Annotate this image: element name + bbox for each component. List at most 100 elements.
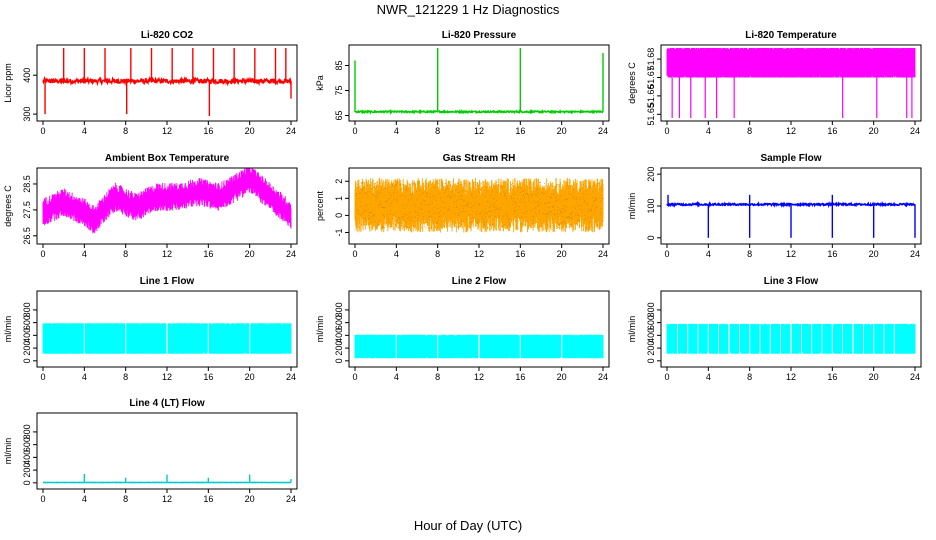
y-axis-label-1: kPa [315,75,325,91]
x-tick-label-1-2: 8 [435,126,440,136]
series-4 [354,177,604,233]
x-tick-label-6-5: 20 [245,372,255,382]
y-tick-label-9-4: 800 [22,424,32,439]
x-tick-label-8-3: 12 [786,372,796,382]
y-axis-label-3: degrees C [3,185,13,227]
y-tick-label-7-0: 0 [334,358,344,363]
x-tick-label-9-4: 16 [203,494,213,504]
y-tick-label-0-0: 300 [22,107,32,122]
x-tick-label-3-4: 16 [203,249,213,259]
x-tick-label-3-3: 12 [162,249,172,259]
series-line-0 [42,75,292,87]
y-tick-label-4-1: 0 [334,213,344,218]
x-tick-label-4-2: 8 [435,249,440,259]
y-tick-label-5-1: 100 [646,198,656,213]
y-axis-label-6: ml/min [3,316,13,343]
y-axis-label-4: percent [315,190,325,221]
x-tick-label-3-5: 20 [245,249,255,259]
x-tick-label-4-4: 16 [515,249,525,259]
x-tick-label-7-4: 16 [515,372,525,382]
x-tick-label-6-6: 24 [286,372,296,382]
chart-title-4: Gas Stream RH [443,153,516,164]
series-5 [666,194,916,238]
series-0 [42,48,292,117]
y-tick-label-7-4: 800 [334,302,344,317]
x-tick-label-0-4: 16 [203,126,213,136]
x-tick-label-1-1: 4 [394,126,399,136]
series-band-7 [354,334,604,359]
chart-panel-7: Line 2 Flow ml/min 0 4 8 12 16 20 24 0 20040060080… [315,276,610,382]
x-tick-label-2-0: 0 [664,126,669,136]
y-axis-label-0: Licor ppm [3,63,13,103]
y-tick-label-4-0: -1 [334,228,344,236]
x-tick-label-4-3: 12 [474,249,484,259]
x-tick-label-1-0: 0 [352,126,357,136]
y-tick-label-8-4: 800 [646,302,656,317]
x-tick-label-5-4: 16 [827,249,837,259]
x-tick-label-0-1: 4 [82,126,87,136]
x-tick-label-3-0: 0 [40,249,45,259]
y-axis-label-8: ml/min [627,316,637,343]
x-tick-label-1-5: 20 [557,126,567,136]
y-tick-label-5-2: 200 [646,167,656,182]
x-tick-label-2-5: 20 [869,126,879,136]
chart-panel-8: Line 3 Flow ml/min 0 4 8 12 16 20 24 0 20040060080… [627,276,922,382]
y-tick-label-1-2: 85 [334,60,344,70]
y-tick-label-1-1: 75 [334,85,344,95]
x-tick-label-8-6: 24 [910,372,920,382]
y-axis-label-9: ml/min [3,438,13,465]
x-tick-label-4-1: 4 [394,249,399,259]
y-tick-label-3-1: 27.5 [22,201,32,219]
x-tick-label-5-5: 20 [869,249,879,259]
y-axis-label-2: degrees C [627,62,637,104]
y-tick-label-6-2: 400 [22,328,32,343]
y-tick-label-8-0: 0 [646,358,656,363]
y-tick-label-3-2: 28.5 [22,175,32,193]
y-tick-label-1-0: 65 [334,110,344,120]
x-tick-label-9-5: 20 [245,494,255,504]
chart-title-6: Line 1 Flow [140,276,195,287]
series-8 [666,323,916,354]
chart-title-8: Line 3 Flow [764,276,819,287]
x-tick-label-4-0: 0 [352,249,357,259]
chart-panel-2: Li-820 Temperature degrees C 0 4 8 12 16 20 24 51… [627,30,922,136]
y-tick-label-4-2: 1 [334,196,344,201]
x-tick-label-6-0: 0 [40,372,45,382]
x-tick-label-7-0: 0 [352,372,357,382]
series-band-6 [42,323,292,354]
series-band-3 [42,168,292,234]
chart-panel-9: Line 4 (LT) Flow ml/min 0 4 8 12 16 20 24 0 200400… [3,398,298,504]
chart-title-9: Line 4 (LT) Flow [129,398,205,409]
x-tick-label-8-0: 0 [664,372,669,382]
plot-frame-1 [348,44,610,122]
y-tick-label-8-2: 400 [646,328,656,343]
series-1 [354,48,604,115]
x-tick-label-9-6: 24 [286,494,296,504]
y-axis-label-5: ml/min [627,193,637,220]
x-tick-label-2-2: 8 [747,126,752,136]
y-tick-label-9-1: 200 [22,463,32,478]
y-tick-label-7-2: 400 [334,328,344,343]
x-tick-label-5-2: 8 [747,249,752,259]
series-band-8 [666,323,916,354]
y-tick-label-7-3: 600 [334,315,344,330]
x-tick-label-0-0: 0 [40,126,45,136]
y-tick-label-7-1: 200 [334,341,344,356]
x-tick-label-4-6: 24 [598,249,608,259]
y-tick-label-2-2: 51.67 [646,66,656,89]
y-tick-label-8-3: 600 [646,315,656,330]
x-tick-label-0-5: 20 [245,126,255,136]
x-tick-label-6-2: 8 [123,372,128,382]
x-tick-label-7-6: 24 [598,372,608,382]
x-tick-label-6-4: 16 [203,372,213,382]
x-tick-label-4-5: 20 [557,249,567,259]
series-9 [43,473,292,484]
x-tick-label-2-1: 4 [706,126,711,136]
x-tick-label-7-3: 12 [474,372,484,382]
y-tick-label-4-3: 2 [334,179,344,184]
y-tick-label-9-0: 0 [22,480,32,485]
y-tick-label-6-4: 800 [22,302,32,317]
y-axis-label-7: ml/min [315,316,325,343]
x-tick-label-8-5: 20 [869,372,879,382]
